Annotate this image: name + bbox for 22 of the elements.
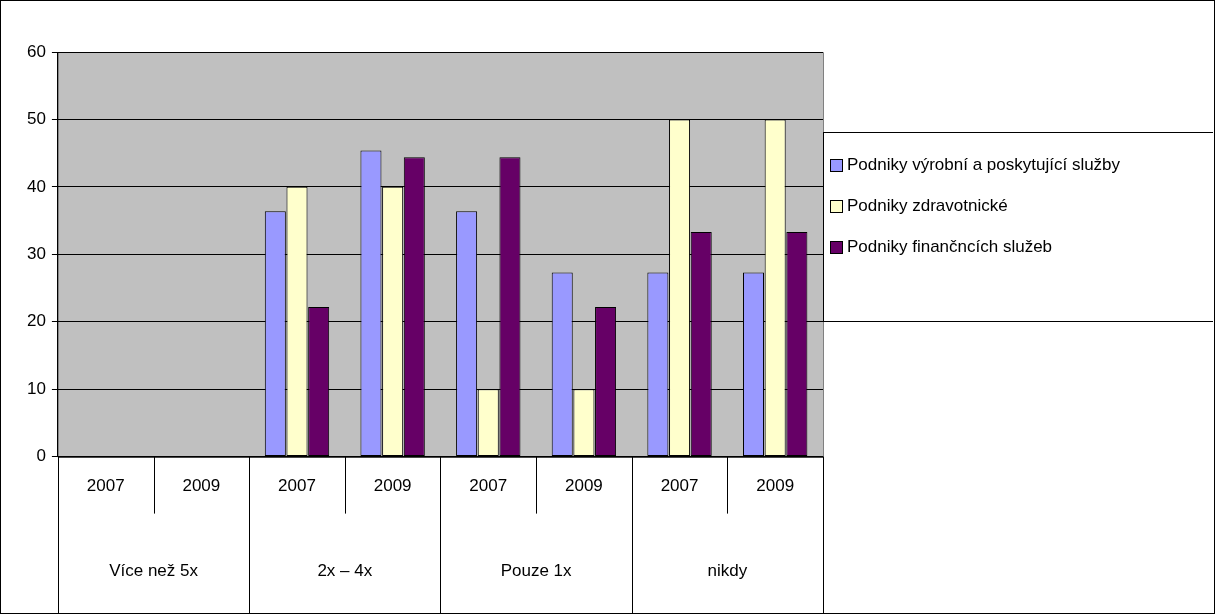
y-tick-label: 40 [26,176,46,196]
legend-label: Podniky výrobní a poskytující služby [847,154,1121,176]
x-tick-label: 2007 [660,476,699,496]
x-tick-label: 2009 [182,476,221,496]
text: nikdy [707,561,748,581]
legend-label: Podniky zdravotnické [847,195,1008,217]
y-tick-label: 60 [26,41,46,61]
text: 2x – 4x [317,561,373,581]
y-tick-label: 20 [26,311,46,331]
x-tick-label: 2009 [565,476,603,496]
x-tick-label: 2007 [469,476,508,496]
x-tick-label: 2007 [86,476,125,496]
x-tick-label: 2009 [756,476,795,496]
y-tick-label: 30 [26,243,46,263]
legend-label: Podniky finančncích služeb [847,236,1053,258]
text: Pouze 1x [500,561,573,581]
y-tick-label: 50 [26,109,46,129]
y-tick-label: 10 [26,378,46,398]
x-tick-label: 2007 [278,476,316,496]
text: Více než 5x [109,561,199,581]
y-tick-label: 0 [36,446,46,466]
x-tick-label: 2009 [373,476,412,496]
